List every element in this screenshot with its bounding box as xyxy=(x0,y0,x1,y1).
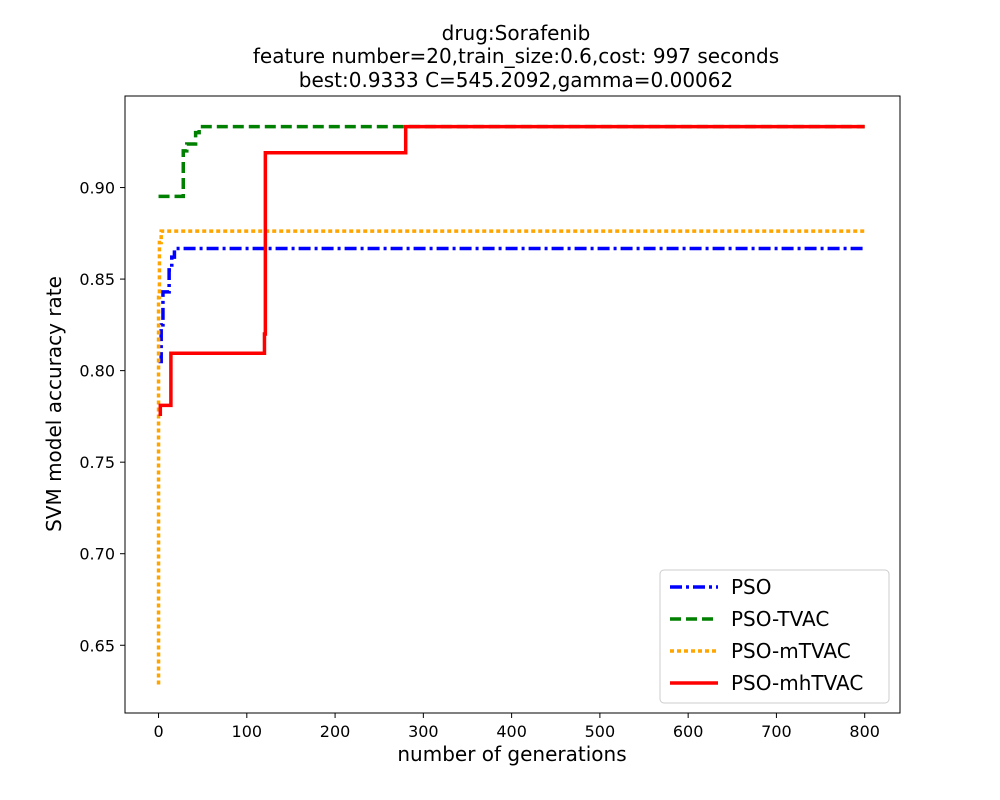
title-line-3: best:0.9333 C=545.2092,gamma=0.00062 xyxy=(299,68,733,92)
y-tick-label: 0.90 xyxy=(79,179,115,198)
y-tick-label: 0.85 xyxy=(79,270,115,289)
x-tick-label: 500 xyxy=(585,722,616,741)
legend-box xyxy=(659,569,890,704)
y-tick-label: 0.70 xyxy=(79,545,115,564)
x-axis-label: number of generations xyxy=(397,742,626,766)
legend-label-pso: PSO xyxy=(731,575,772,599)
x-tick-label: 100 xyxy=(232,722,263,741)
y-axis-ticks: 0.65 0.70 0.75 0.80 0.85 0.90 xyxy=(79,179,125,655)
chart-title: drug:Sorafenib feature number=20,train_s… xyxy=(253,21,779,92)
x-axis-ticks: 0 100 200 300 400 500 600 700 800 xyxy=(153,713,880,741)
x-tick-label: 700 xyxy=(761,722,792,741)
x-tick-label: 600 xyxy=(673,722,704,741)
x-tick-label: 200 xyxy=(320,722,351,741)
series-line-pso-tvac xyxy=(158,124,865,199)
series-line-pso-mhtvac xyxy=(158,124,865,416)
title-line-2: feature number=20,train_size:0.6,cost: 9… xyxy=(253,44,779,68)
legend: PSO PSO-TVAC PSO-mTVAC PSO-mhTVAC xyxy=(659,569,890,704)
legend-label-pso-tvac: PSO-TVAC xyxy=(731,607,829,631)
plot-frame xyxy=(124,95,901,714)
y-tick-label: 0.65 xyxy=(79,636,115,655)
series-line-pso-mtvac xyxy=(156,229,865,685)
x-tick-label: 400 xyxy=(496,722,527,741)
series-line-pso xyxy=(158,246,865,364)
series-layer xyxy=(156,124,865,685)
title-line-1: drug:Sorafenib xyxy=(442,21,591,45)
legend-label-pso-mtvac: PSO-mTVAC xyxy=(731,639,851,663)
x-tick-label: 800 xyxy=(849,722,880,741)
y-tick-label: 0.80 xyxy=(79,362,115,381)
x-tick-label: 0 xyxy=(153,722,163,741)
legend-label-pso-mhtvac: PSO-mhTVAC xyxy=(731,671,863,695)
x-tick-label: 300 xyxy=(408,722,439,741)
y-tick-label: 0.75 xyxy=(79,453,115,472)
y-axis-label: SVM model accuracy rate xyxy=(42,276,66,532)
